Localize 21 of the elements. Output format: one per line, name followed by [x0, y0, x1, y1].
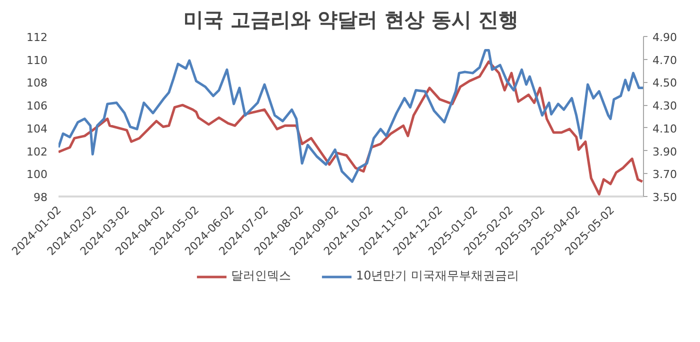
y-tick-label: 102	[26, 145, 48, 158]
chart-title: 미국 고금리와 약달러 현상 동시 진행	[184, 8, 518, 32]
y2-tick-label: 4.90	[652, 31, 677, 44]
y2-tick-label: 3.90	[652, 145, 677, 158]
y-tick-label: 100	[26, 168, 48, 182]
y2-tick-label: 3.70	[652, 168, 677, 182]
line-series	[58, 60, 644, 196]
y-tick-label: 112	[26, 31, 48, 44]
y2-tick-label: 4.70	[652, 54, 677, 67]
legend-label: 달러인덱스	[230, 268, 291, 284]
y-tick-label: 108	[26, 76, 48, 90]
y2-tick-label: 4.10	[652, 122, 677, 136]
y-tick-label: 110	[26, 54, 48, 67]
y-tick-label: 106	[26, 100, 48, 113]
y-tick-label: 98	[34, 191, 48, 204]
y2-tick-label: 4.50	[652, 76, 677, 90]
y2-tick-label: 3.50	[652, 191, 677, 204]
y-tick-label: 104	[26, 122, 48, 136]
y2-tick-label: 4.30	[652, 100, 677, 113]
line-series	[58, 48, 644, 183]
legend-label: 10년만기 미국재무부채권금리	[356, 268, 520, 284]
